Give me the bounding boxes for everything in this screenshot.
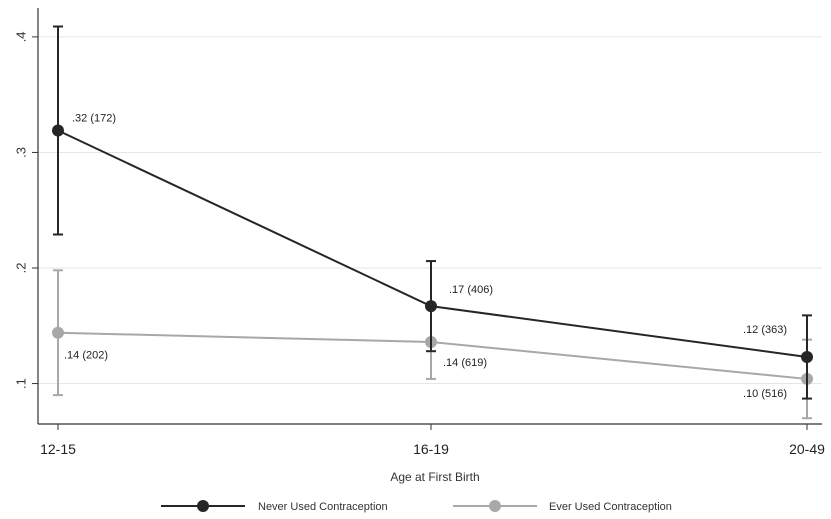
data-point: [52, 326, 64, 339]
series-1: .14 (202) .14 (619) .10 (516): [52, 269, 813, 420]
data-point: [52, 124, 64, 137]
data-label: .12 (363): [743, 324, 787, 336]
x-tick-label: 12-15: [40, 441, 76, 457]
gridlines: [38, 36, 822, 385]
legend-swatch-marker: [489, 500, 501, 512]
legend: Never Used Contraception Ever Used Contra…: [161, 500, 672, 513]
series-layer: .14 (202) .14 (619) .10 (516) .32 (172) .17 …: [52, 25, 813, 420]
data-label: .14 (202): [64, 350, 108, 362]
legend-item: Ever Used Contraception: [453, 500, 672, 513]
data-label: .32 (172): [72, 112, 116, 124]
x-tick-label: 20-49: [789, 441, 825, 457]
x-axis-ticks: 12-15 16-19 20-49: [40, 424, 825, 457]
y-axis-ticks: .1 .2 .3 .4: [13, 31, 38, 389]
y-tick-label: .3: [13, 147, 28, 158]
x-tick-label: 16-19: [413, 441, 449, 457]
series-line: [57, 129, 808, 358]
data-label: .14 (619): [443, 357, 487, 369]
x-axis-title: Age at First Birth: [390, 470, 479, 484]
series-0: .32 (172) .17 (406) .12 (363): [52, 25, 813, 400]
data-label: .10 (516): [743, 388, 787, 400]
legend-label: Never Used Contraception: [258, 501, 388, 513]
axes: [37, 8, 822, 425]
data-label: .17 (406): [449, 284, 493, 296]
y-tick-label: .4: [13, 31, 28, 42]
data-point: [801, 350, 813, 363]
y-tick-label: .1: [13, 378, 28, 389]
legend-item: Never Used Contraception: [161, 500, 388, 513]
y-tick-label: .2: [13, 263, 28, 274]
data-point: [425, 300, 437, 313]
legend-label: Ever Used Contraception: [549, 501, 672, 513]
legend-swatch-marker: [197, 500, 209, 512]
